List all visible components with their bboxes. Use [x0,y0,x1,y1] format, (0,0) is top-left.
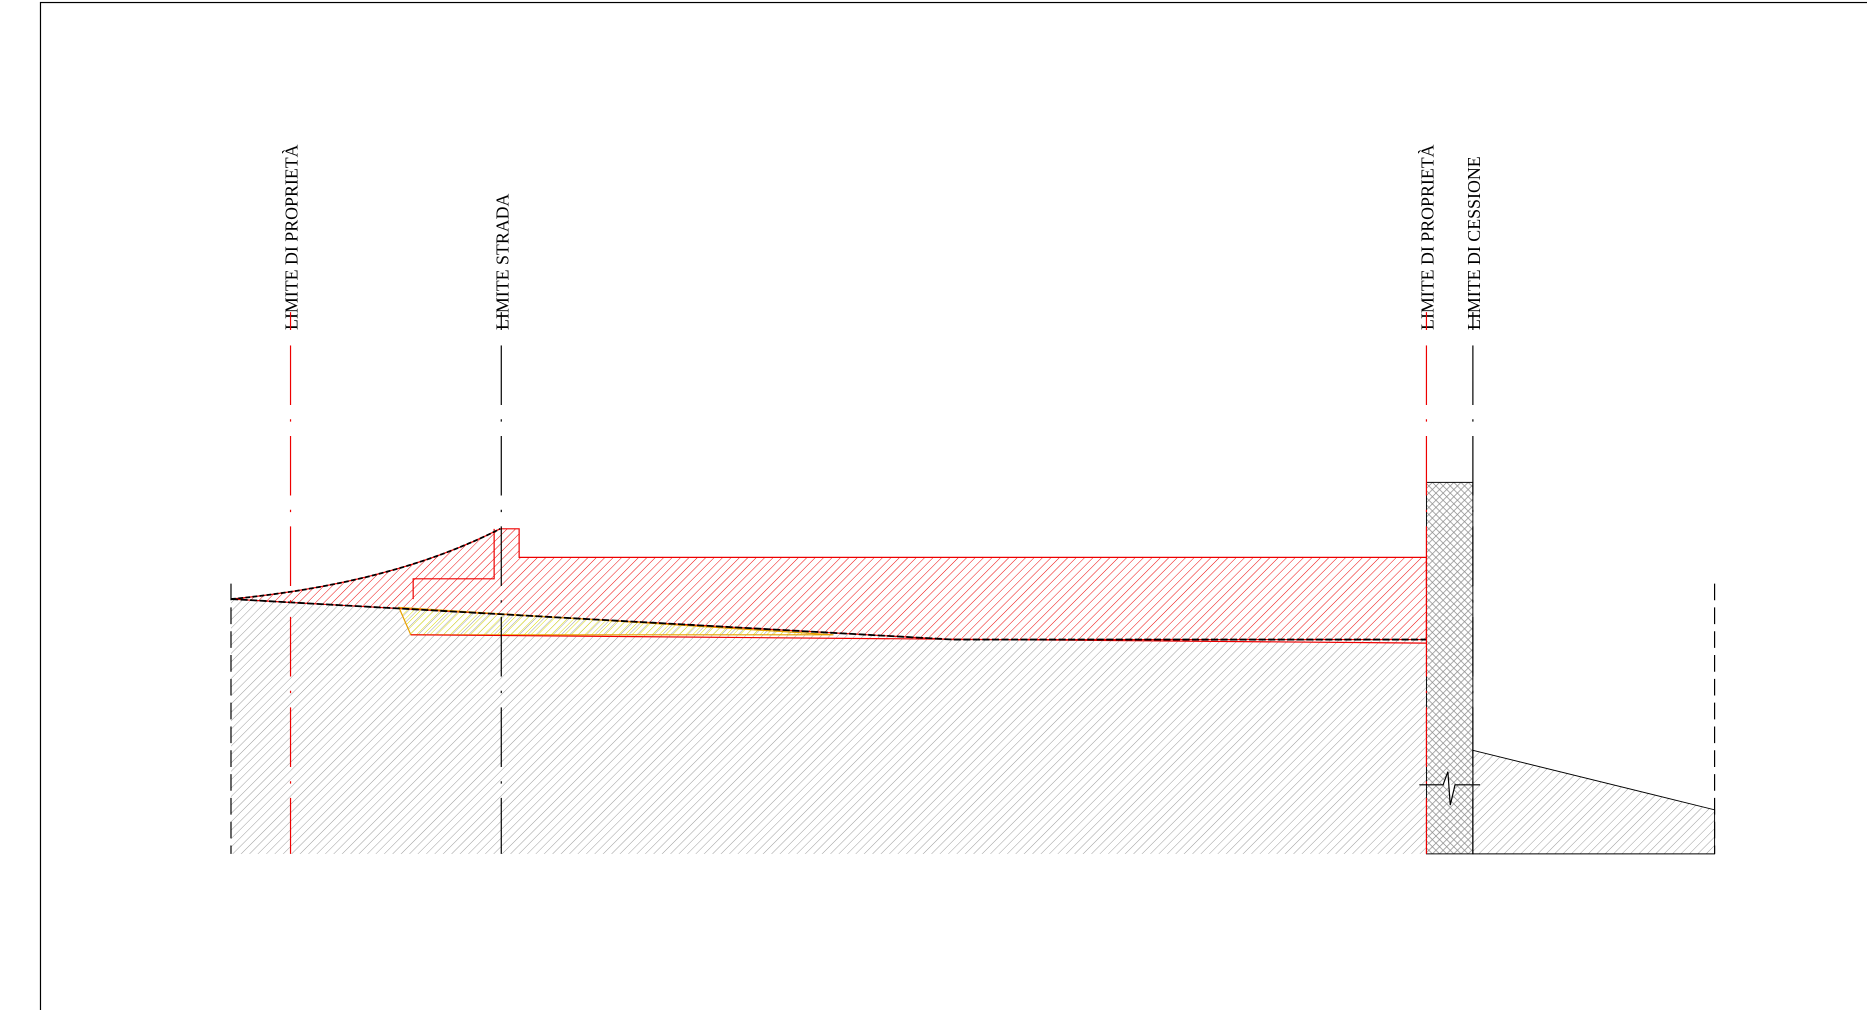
limit-label: LIMITE STRADA [492,193,512,330]
ground-left [230,599,1427,854]
new-profile [230,528,501,600]
red-edge [410,634,1427,644]
limit-label: LIMITE DI PROPRIETÀ [281,144,302,330]
break-mark [1419,771,1481,806]
existing-profile [230,598,1427,641]
limit-label: LIMITE DI CESSIONE [1464,156,1484,330]
embankment-step [412,528,495,600]
limit-label: LIMITE DI PROPRIETÀ [1417,144,1438,330]
frame [39,1,1867,1010]
ground-right [1472,749,1716,855]
